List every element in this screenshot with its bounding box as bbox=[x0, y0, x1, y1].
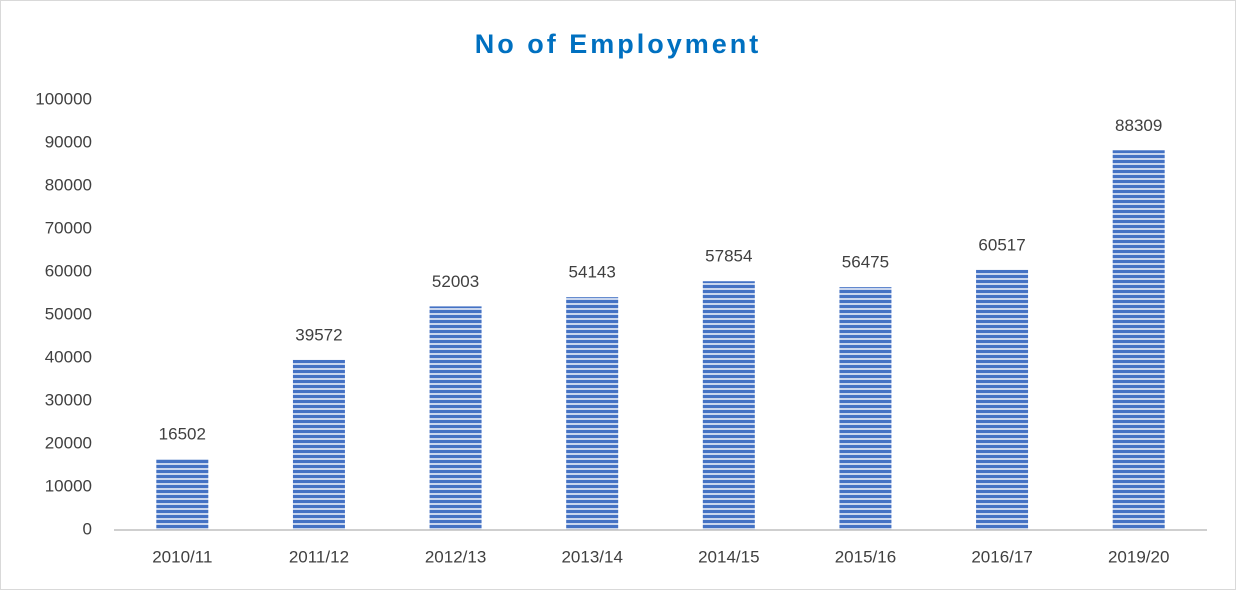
chart-title: No of Employment bbox=[475, 29, 762, 59]
x-tick-label: 2011/12 bbox=[289, 547, 349, 566]
y-tick-label: 80000 bbox=[45, 175, 92, 194]
y-tick-label: 30000 bbox=[45, 390, 92, 409]
y-tick-label: 60000 bbox=[45, 261, 92, 280]
data-label: 88309 bbox=[1115, 116, 1162, 135]
x-tick-label: 2016/17 bbox=[971, 547, 1032, 566]
y-tick-label: 20000 bbox=[45, 433, 92, 452]
x-tick-label: 2015/16 bbox=[835, 547, 896, 566]
data-label: 56475 bbox=[842, 253, 889, 272]
bar bbox=[839, 287, 892, 530]
bar bbox=[1112, 150, 1165, 530]
bar bbox=[292, 359, 345, 530]
bar bbox=[566, 297, 619, 530]
bar bbox=[429, 306, 482, 530]
data-label: 57854 bbox=[705, 247, 752, 266]
y-tick-label: 10000 bbox=[45, 476, 92, 495]
data-label: 52003 bbox=[432, 272, 479, 291]
y-tick-label: 50000 bbox=[45, 304, 92, 323]
x-tick-label: 2012/13 bbox=[425, 547, 486, 566]
y-tick-label: 100000 bbox=[35, 89, 92, 108]
data-label: 54143 bbox=[569, 263, 616, 282]
y-tick-label: 0 bbox=[83, 519, 92, 538]
data-label: 16502 bbox=[159, 425, 206, 444]
x-tick-label: 2010/11 bbox=[152, 547, 212, 566]
x-tick-label: 2019/20 bbox=[1108, 547, 1169, 566]
bar bbox=[156, 459, 209, 530]
x-tick-label: 2014/15 bbox=[698, 547, 759, 566]
data-label: 60517 bbox=[978, 235, 1025, 254]
bar bbox=[702, 281, 755, 530]
y-tick-label: 70000 bbox=[45, 218, 92, 237]
data-label: 39572 bbox=[295, 325, 342, 344]
x-tick-label: 2013/14 bbox=[561, 547, 622, 566]
y-tick-label: 90000 bbox=[45, 132, 92, 151]
y-tick-label: 40000 bbox=[45, 347, 92, 366]
bar bbox=[976, 269, 1029, 530]
